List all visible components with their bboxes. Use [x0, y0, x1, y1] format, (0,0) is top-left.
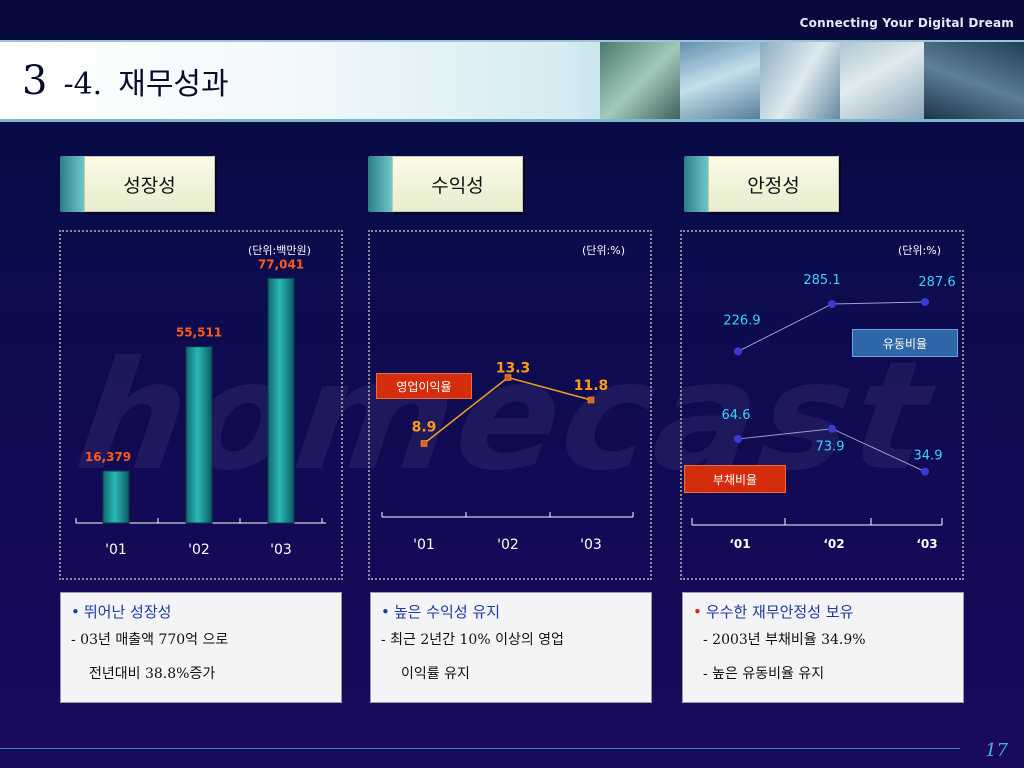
profitability-line-chart: 8.9 '01 13.3 '02 11.8 '03 [381, 361, 634, 553]
profitability-unit-label: (단위:%) [582, 244, 625, 257]
header-photo-keyboard [760, 42, 840, 119]
tab-stub [684, 156, 708, 212]
x-tick-label: ‘03 [916, 537, 937, 551]
note-heading: • 우수한 재무안정성 보유 [693, 603, 854, 621]
footer-divider [0, 748, 960, 749]
header-photo-satellite-dish [924, 42, 1024, 119]
legend-operating-margin: 영업이익율 [376, 373, 472, 399]
data-point [921, 467, 929, 476]
note-heading: • 뛰어난 성장성 [71, 603, 172, 621]
profitability-chart-panel [368, 230, 652, 580]
bullet-icon: • [71, 603, 80, 621]
data-point [828, 424, 836, 433]
growth-chart-panel [59, 230, 343, 580]
note-line: - 최근 2년간 10% 이상의 영업 [381, 632, 564, 648]
data-label: 8.9 [412, 420, 437, 436]
note-line: - 03년 매출액 770억 으로 [71, 632, 229, 648]
data-label: 226.9 [723, 313, 760, 328]
data-point [504, 374, 512, 381]
bar [185, 346, 213, 524]
data-label: 11.8 [574, 378, 609, 394]
x-tick-label: '02 [497, 537, 519, 553]
data-point [734, 347, 742, 356]
growth-unit-label: (단위:백만원) [248, 244, 311, 257]
x-tick-label: '03 [580, 537, 602, 553]
tab-profitability: 수익성 [368, 156, 523, 212]
note-line: - 2003년 부채비율 34.9% [703, 632, 866, 648]
section-separator: -4. [63, 67, 103, 102]
note-line: 이익률 유지 [401, 666, 470, 682]
x-tick-label: ‘01 [729, 537, 750, 551]
data-label: 73.9 [816, 440, 845, 455]
x-tick-label: ‘02 [823, 537, 844, 551]
bullet-icon: • [381, 603, 390, 621]
data-point [734, 434, 742, 443]
note-line: - 높은 유동비율 유지 [703, 666, 825, 682]
header-band [0, 40, 1024, 122]
bar-value-label: 77,041 [258, 257, 304, 271]
stability-chart-panel [680, 230, 964, 580]
section-number: 3 [22, 58, 48, 104]
tab-label: 수익성 [392, 156, 523, 212]
note-heading: • 높은 수익성 유지 [381, 603, 500, 621]
page-number: 17 [985, 740, 1008, 761]
bar [267, 277, 295, 524]
tagline: Connecting Your Digital Dream [799, 16, 1014, 30]
tab-label: 성장성 [84, 156, 215, 212]
stability-unit-label: (단위:%) [898, 244, 941, 257]
tab-stability: 안정성 [684, 156, 839, 212]
growth-bar-chart: 16,379 '01 55,511 '02 77,041 '03 [75, 257, 326, 558]
note-growth: • 뛰어난 성장성 - 03년 매출액 770억 으로 전년대비 38.8%증가 [60, 592, 342, 703]
legend-debt-ratio: 부채비율 [684, 465, 786, 493]
stability-line-chart: ‘01 ‘02 ‘03 226.9 285.1 287.6 64.6 73.9 34.9 [691, 273, 956, 551]
note-stability: • 우수한 재무안정성 보유 - 2003년 부채비율 34.9% - 높은 유동… [682, 592, 964, 703]
bar-value-label: 55,511 [176, 326, 222, 340]
data-point [921, 297, 929, 306]
header-photo-network [680, 42, 760, 119]
x-tick-label: '03 [270, 542, 292, 558]
data-label: 13.3 [496, 361, 531, 377]
x-tick-label: '01 [105, 542, 127, 558]
tab-stub [368, 156, 392, 212]
tab-stub [60, 156, 84, 212]
data-label: 285.1 [803, 273, 840, 288]
section-title: 재무성과 [118, 67, 229, 102]
page-title: 3 -4. 재무성과 [22, 58, 229, 108]
legend-current-ratio: 유동비율 [852, 329, 958, 357]
x-tick-label: '01 [413, 537, 435, 553]
data-label: 34.9 [914, 449, 943, 464]
top-bar: Connecting Your Digital Dream [0, 0, 1024, 40]
data-point [828, 299, 836, 308]
data-label: 287.6 [918, 275, 955, 290]
bullet-icon: • [693, 603, 702, 621]
data-point [420, 440, 428, 447]
data-point [587, 396, 595, 404]
note-line: 전년대비 38.8%증가 [89, 666, 216, 682]
note-profitability: • 높은 수익성 유지 - 최근 2년간 10% 이상의 영업 이익률 유지 [370, 592, 652, 703]
tab-growth: 성장성 [60, 156, 215, 212]
data-label: 64.6 [722, 408, 751, 423]
bar-value-label: 16,379 [85, 450, 131, 464]
bar [102, 470, 130, 524]
tab-label: 안정성 [708, 156, 839, 212]
header-photo-circuit [600, 42, 680, 119]
x-tick-label: '02 [188, 542, 210, 558]
header-photo-chart [840, 42, 924, 119]
